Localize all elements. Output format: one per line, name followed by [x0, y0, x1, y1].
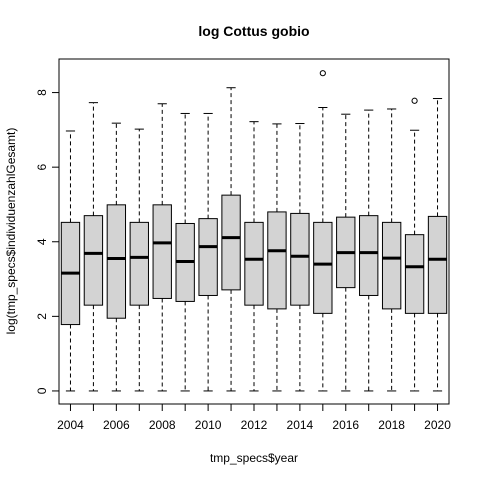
box: [198, 218, 218, 296]
chart-marks: 0 2 4 6 8 2004 2006 2008 2010 2012 2014 2016 2018 202…: [35, 70, 451, 432]
box: [290, 212, 310, 306]
box: [106, 204, 127, 319]
y-axis-title: log(tmp_specs$individuenzahlGesamt): [4, 128, 18, 335]
box: [359, 215, 379, 296]
outlier-point: [319, 70, 326, 77]
chart-title: log Cottus gobio: [198, 23, 309, 39]
x-tick-label: 2016: [332, 418, 359, 432]
outlier-point: [411, 97, 418, 104]
x-tick-label: 2012: [241, 418, 268, 432]
y-tick-label: 8: [35, 89, 49, 96]
x-tick-label: 2010: [195, 418, 222, 432]
box: [313, 221, 333, 314]
x-tick-label: 2014: [287, 418, 314, 432]
x-axis-title: tmp_specs$year: [210, 451, 298, 465]
box: [152, 204, 172, 299]
y-tick-label: 2: [35, 313, 49, 320]
box: [129, 221, 149, 306]
x-tick-label: 2020: [424, 418, 451, 432]
y-tick-label: 6: [35, 164, 49, 171]
box: [83, 215, 104, 306]
box: [221, 194, 241, 291]
x-tick-label: 2018: [378, 418, 405, 432]
box: [244, 221, 264, 306]
x-tick-label: 2008: [149, 418, 176, 432]
y-tick-label: 0: [35, 387, 49, 394]
box: [427, 215, 448, 314]
x-tick-label: 2006: [103, 418, 130, 432]
box: [267, 211, 287, 310]
box: [381, 221, 402, 310]
x-tick-label: 2004: [57, 418, 84, 432]
box: [404, 234, 425, 314]
y-tick-label: 4: [35, 238, 49, 245]
